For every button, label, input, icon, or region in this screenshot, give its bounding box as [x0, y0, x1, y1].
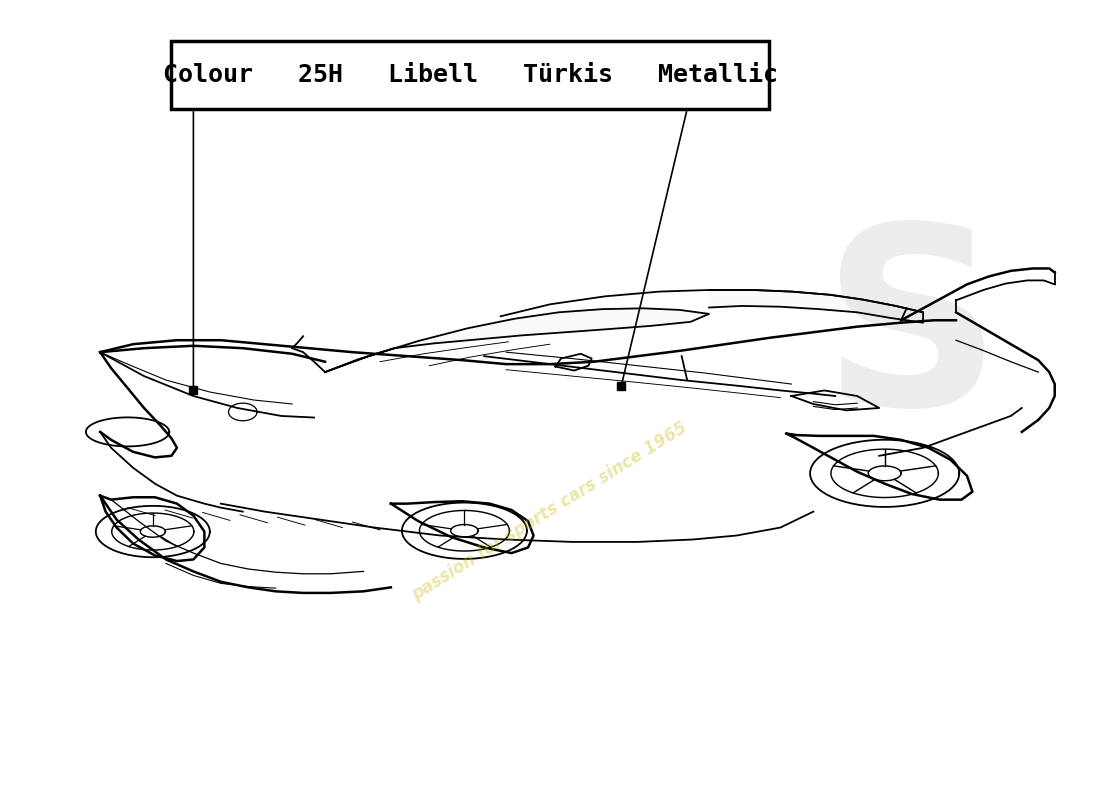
Polygon shape	[710, 290, 923, 322]
FancyBboxPatch shape	[172, 42, 769, 109]
Text: passion for sports cars since 1965: passion for sports cars since 1965	[409, 419, 691, 604]
Text: S: S	[822, 215, 1002, 458]
Text: Colour   25H   Libell   Türkis   Metallic: Colour 25H Libell Türkis Metallic	[163, 63, 778, 87]
Polygon shape	[326, 308, 710, 372]
